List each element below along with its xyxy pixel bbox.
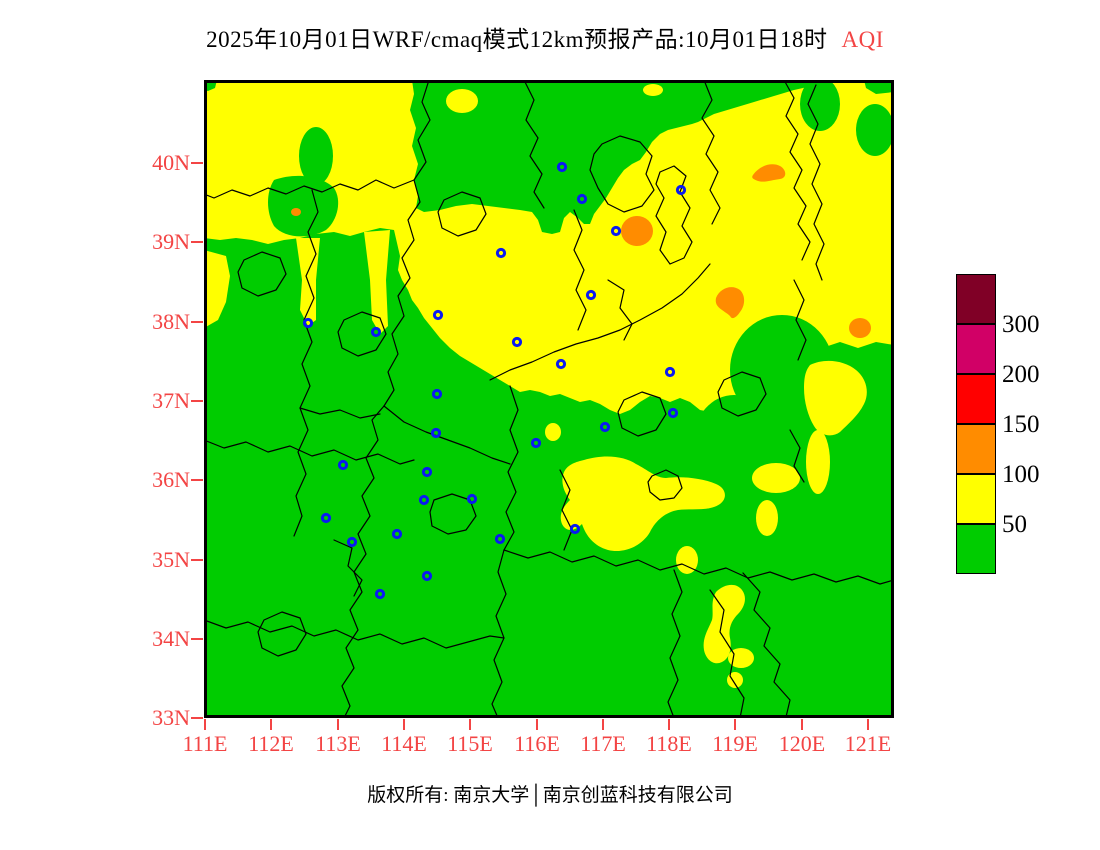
legend-label-100: 100 bbox=[1002, 461, 1040, 488]
y-tick bbox=[191, 321, 203, 323]
aqi-map-canvas bbox=[203, 77, 895, 719]
y-axis-label-36n: 36N bbox=[152, 467, 190, 492]
y-axis-label-37n: 37N bbox=[152, 388, 190, 413]
legend-swatch-good bbox=[956, 524, 996, 574]
x-axis-label-112e: 112E bbox=[248, 731, 294, 756]
x-tick bbox=[801, 719, 803, 730]
y-tick bbox=[191, 717, 203, 719]
x-axis-label-119e: 119E bbox=[712, 731, 758, 756]
x-tick bbox=[668, 719, 670, 730]
y-tick bbox=[191, 638, 203, 640]
y-axis-label-38n: 38N bbox=[152, 309, 190, 334]
x-axis-label-113e: 113E bbox=[315, 731, 361, 756]
y-axis-label-35n: 35N bbox=[152, 547, 190, 572]
x-tick bbox=[734, 719, 736, 730]
x-tick bbox=[270, 719, 272, 730]
y-tick bbox=[191, 162, 203, 164]
y-tick bbox=[191, 400, 203, 402]
x-tick bbox=[469, 719, 471, 730]
legend-swatch-moderate bbox=[956, 474, 996, 524]
x-axis-label-115e: 115E bbox=[447, 731, 493, 756]
admin-boundaries bbox=[203, 79, 895, 719]
legend-label-300: 300 bbox=[1002, 311, 1040, 338]
x-axis-label-114e: 114E bbox=[381, 731, 427, 756]
x-tick bbox=[602, 719, 604, 730]
legend-swatch-usg bbox=[956, 424, 996, 474]
title-text: 2025年10月01日WRF/cmaq模式12km预报产品:10月01日18时 bbox=[206, 27, 828, 52]
copyright-text: 版权所有: 南京大学│南京创蓝科技有限公司 bbox=[367, 785, 733, 806]
y-tick bbox=[191, 479, 203, 481]
x-axis-label-120e: 120E bbox=[778, 731, 826, 756]
y-axis-label-40n: 40N bbox=[152, 150, 190, 175]
legend-label-50: 50 bbox=[1002, 511, 1027, 538]
page-title: 2025年10月01日WRF/cmaq模式12km预报产品:10月01日18时 A… bbox=[0, 20, 1090, 54]
x-tick bbox=[403, 719, 405, 730]
y-axis-label-33n: 33N bbox=[152, 705, 190, 730]
y-axis-label-39n: 39N bbox=[152, 229, 190, 254]
aqi-region-moderate-islands bbox=[446, 84, 867, 688]
x-axis-label-111e: 111E bbox=[182, 731, 228, 756]
forecast-map bbox=[203, 77, 895, 719]
aqi-region-usg-spots bbox=[291, 164, 871, 338]
legend-swatch-unhealthy bbox=[956, 374, 996, 424]
x-tick bbox=[204, 719, 206, 730]
x-axis-label-118e: 118E bbox=[646, 731, 692, 756]
title-variable-aqi: AQI bbox=[841, 27, 884, 52]
x-axis-label-121e: 121E bbox=[844, 731, 892, 756]
legend-label-150: 150 bbox=[1002, 411, 1040, 438]
legend-swatch-hazardous bbox=[956, 274, 996, 324]
x-tick bbox=[867, 719, 869, 730]
city-markers bbox=[302, 161, 687, 600]
map-border bbox=[204, 80, 894, 718]
legend-swatch-very-unhealthy bbox=[956, 324, 996, 374]
y-tick bbox=[191, 241, 203, 243]
y-axis-label-34n: 34N bbox=[152, 626, 190, 651]
legend-label-200: 200 bbox=[1002, 361, 1040, 388]
x-tick bbox=[337, 719, 339, 730]
x-tick bbox=[536, 719, 538, 730]
x-axis-label-117e: 117E bbox=[580, 731, 626, 756]
aqi-region-good-islands bbox=[204, 77, 894, 485]
y-tick bbox=[191, 559, 203, 561]
x-axis-label-116e: 116E bbox=[514, 731, 560, 756]
